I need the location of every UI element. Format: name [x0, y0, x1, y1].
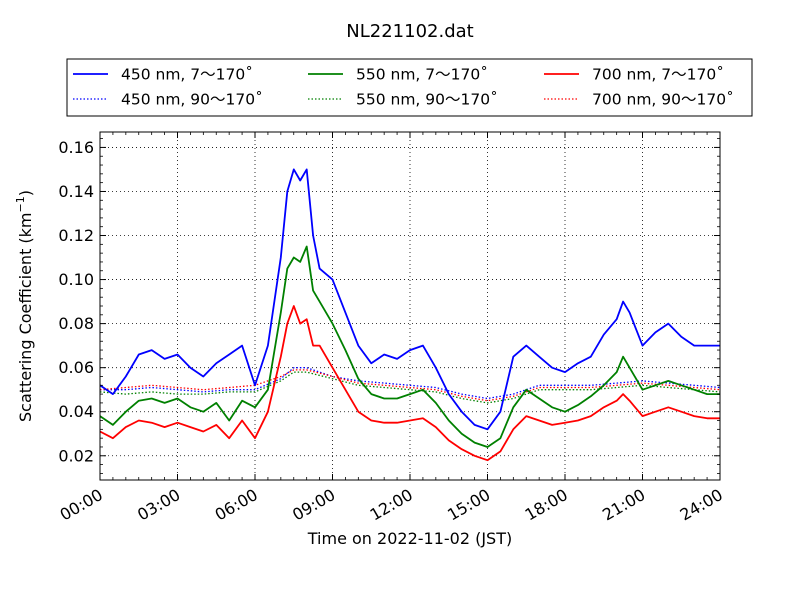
legend-label-2: 550 nm, 7～170˚ — [356, 66, 488, 84]
legend-label-1: 450 nm, 90～170˚ — [121, 91, 263, 109]
grid — [100, 132, 720, 480]
x-tick-label: 00:00 — [57, 485, 106, 525]
x-tick-label: 15:00 — [444, 485, 493, 525]
x-tick-label: 03:00 — [134, 485, 183, 525]
series-line-1 — [100, 367, 721, 400]
y-tick-label: 0.08 — [58, 314, 94, 333]
x-axis-label: Time on 2022-11-02 (JST) — [307, 529, 512, 548]
y-tick-label: 0.10 — [58, 270, 94, 289]
y-tick-label: 0.02 — [58, 446, 94, 465]
legend-label-3: 550 nm, 90～170˚ — [356, 91, 498, 109]
legend: 450 nm, 7～170˚ 450 nm, 90～170˚ 550 nm, 7～1… — [66, 58, 753, 117]
series-layer — [99, 168, 721, 462]
x-tick-label: 12:00 — [367, 485, 416, 525]
series-line-2 — [99, 245, 720, 448]
legend-label-0: 450 nm, 7～170˚ — [121, 66, 253, 84]
legend-label-5: 700 nm, 90～170˚ — [592, 91, 734, 109]
axis-ticks: 00:00 03:00 06:00 09:00 12:00 15:00 18:00 21:00… — [57, 132, 726, 525]
x-tick-label: 18:00 — [522, 485, 571, 525]
chart-title: NL221102.dat — [346, 21, 473, 42]
legend-box — [66, 58, 753, 117]
legend-label-4: 700 nm, 7～170˚ — [592, 66, 724, 84]
series-line-3 — [99, 371, 721, 404]
series-line-0 — [99, 168, 720, 431]
y-axis-label-superscript: −1 — [14, 196, 27, 212]
x-tick-label: 24:00 — [677, 485, 726, 525]
y-tick-label: 0.04 — [58, 402, 94, 421]
y-axis-label-main: Scattering Coefficient (km — [16, 212, 35, 422]
y-tick-label: 0.06 — [58, 358, 94, 377]
y-tick-label: 0.14 — [58, 182, 94, 201]
y-axis-label: Scattering Coefficient (km−1) — [14, 190, 35, 422]
series-line-4 — [99, 305, 720, 462]
x-tick-label: 21:00 — [599, 485, 648, 525]
y-tick-label: 0.16 — [58, 138, 94, 157]
x-tick-label: 06:00 — [212, 485, 261, 525]
y-axis-label-close: ) — [16, 190, 35, 196]
y-tick-label: 0.12 — [58, 226, 94, 245]
x-tick-label: 09:00 — [289, 485, 338, 525]
